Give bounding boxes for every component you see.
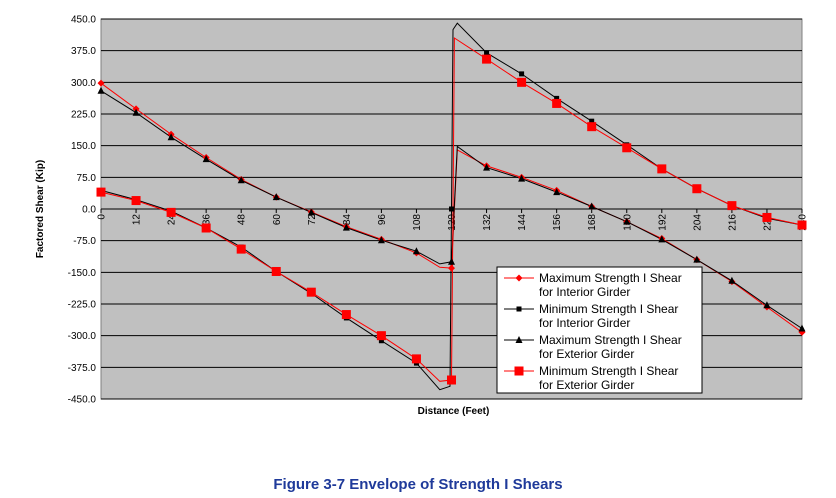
series-4-point	[341, 310, 351, 320]
y-axis-title: Factored Shear (Kip)	[35, 160, 46, 258]
series-4-point	[131, 196, 141, 206]
series-3-point	[763, 301, 771, 309]
series-4-point	[692, 184, 702, 194]
y-tick-label: -450.0	[68, 395, 97, 406]
y-tick-label: 450.0	[71, 15, 96, 26]
x-tick-label: 108	[412, 214, 423, 231]
x-tick-label: 84	[342, 214, 353, 226]
series-3-point	[623, 217, 631, 225]
series-4-point	[166, 207, 176, 217]
series-3-point	[448, 257, 455, 265]
x-tick-label: 36	[202, 214, 213, 226]
legend-label: for Exterior Girder	[539, 378, 634, 392]
series-4-point	[552, 98, 562, 108]
series-4-point	[447, 375, 456, 385]
y-tick-label: -375.0	[68, 363, 97, 374]
legend-swatch-marker	[516, 306, 522, 312]
series-4-point	[96, 187, 106, 197]
series-4-point	[587, 122, 597, 132]
x-tick-label: 12	[132, 214, 143, 226]
series-3-point	[237, 176, 245, 184]
series-3-point	[553, 188, 561, 196]
series-2-point	[484, 50, 490, 56]
y-tick-label: -300.0	[68, 331, 97, 342]
legend-label: for Interior Girder	[539, 285, 630, 299]
x-tick-label: 216	[727, 214, 738, 231]
x-tick-label: 168	[587, 214, 598, 231]
y-tick-label: -225.0	[68, 300, 97, 311]
series-3-point	[377, 236, 385, 244]
series-3-point	[658, 235, 666, 243]
legend-label: Minimum Strength I Shear	[539, 302, 678, 316]
x-tick-label: 96	[377, 214, 388, 226]
legend-label: Minimum Strength I Shear	[539, 364, 678, 378]
x-tick-label: 204	[692, 214, 703, 231]
x-tick-label: 228	[762, 214, 773, 231]
series-4-point	[482, 54, 492, 64]
series-3-point	[412, 247, 420, 255]
y-tick-label: 150.0	[71, 141, 96, 152]
series-4-point	[411, 354, 421, 364]
x-tick-label: 24	[167, 214, 178, 226]
series-4-point	[376, 331, 386, 341]
series-3-point	[132, 108, 140, 116]
y-tick-label: -150.0	[68, 268, 97, 279]
series-4-point	[762, 212, 772, 222]
series-3-point	[342, 223, 350, 231]
x-tick-label: 132	[482, 214, 493, 231]
series-1-point	[97, 79, 105, 87]
series-4-point	[236, 244, 246, 254]
legend-swatch-marker	[514, 366, 524, 376]
series-4-point	[727, 201, 737, 211]
series-3-point	[202, 155, 210, 163]
series-3-point	[167, 133, 175, 141]
series-2-point	[378, 338, 384, 344]
series-4-point	[271, 266, 281, 276]
legend-swatch-marker	[515, 274, 523, 282]
series-3-point	[272, 193, 280, 201]
x-tick-label: 156	[552, 214, 563, 231]
legend-label: for Interior Girder	[539, 316, 630, 330]
y-tick-label: 75.0	[77, 173, 97, 184]
x-tick-label: 192	[657, 214, 668, 231]
series-4-point	[201, 223, 211, 233]
legend-swatch-marker	[515, 336, 523, 343]
series-2-point	[519, 71, 525, 77]
legend-label: for Exterior Girder	[539, 347, 634, 361]
series-3-point	[798, 324, 806, 332]
x-tick-label: 144	[517, 214, 528, 231]
series-3-point	[693, 255, 701, 263]
series-2-point	[589, 118, 595, 124]
legend-label: Maximum Strength I Shear	[539, 271, 682, 285]
series-2-point	[554, 95, 560, 101]
x-axis-title: Distance (Feet)	[418, 406, 490, 417]
series-3-point	[307, 208, 315, 216]
legend-label: Maximum Strength I Shear	[539, 333, 682, 347]
series-4-point	[657, 164, 667, 174]
series-4-point	[306, 287, 316, 297]
y-tick-label: -75.0	[73, 236, 96, 247]
x-tick-label: 48	[237, 214, 248, 226]
series-4-point	[622, 143, 632, 153]
series-2-point	[449, 206, 454, 212]
series-4-point	[797, 220, 807, 230]
series-line-4	[100, 37, 803, 382]
series-3-point	[728, 276, 736, 284]
y-tick-label: 0.0	[82, 205, 96, 216]
series-4-point	[517, 77, 527, 87]
y-tick-label: 300.0	[71, 78, 96, 89]
series-3-point	[97, 86, 105, 94]
x-tick-label: 0	[97, 214, 108, 220]
legend	[496, 266, 703, 394]
series-3-point	[588, 202, 596, 210]
series-1-point	[448, 264, 455, 272]
y-tick-label: 375.0	[71, 46, 96, 57]
figure-caption: Figure 3-7 Envelope of Strength I Shears	[273, 476, 563, 493]
y-tick-label: 225.0	[71, 110, 96, 121]
series-3-point	[518, 174, 526, 182]
series-3-point	[483, 163, 491, 171]
x-tick-label: 60	[272, 214, 283, 226]
x-tick-label: 72	[307, 214, 318, 226]
